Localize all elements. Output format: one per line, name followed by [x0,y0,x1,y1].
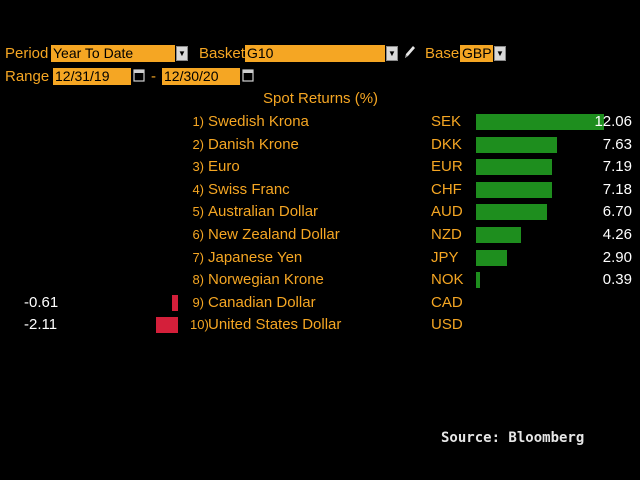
currency-code: NZD [431,226,462,243]
base-label: Base [425,45,460,62]
currency-code: USD [431,316,463,333]
return-value: 7.19 [602,158,632,175]
return-bar [476,204,547,220]
return-value: 0.39 [602,271,632,288]
row-rank: 2) [192,137,204,152]
row-rank: 9) [192,295,204,310]
return-value: 7.63 [602,136,632,153]
row-rank: 6) [192,227,204,242]
currency-name: Swedish Krona [208,113,309,130]
currency-name: Australian Dollar [208,203,319,220]
return-value: 12.06 [594,113,632,130]
range-end-calendar-icon[interactable] [242,68,254,84]
return-bar [476,182,552,198]
currency-name: Euro [208,158,240,175]
return-bar [476,137,557,153]
return-bar [172,295,178,311]
range-separator: - [151,68,156,85]
currency-code: SEK [431,113,462,130]
basket-select[interactable]: G10 [245,45,385,62]
currency-name: New Zealand Dollar [208,226,340,243]
range-label: Range [5,68,50,85]
currency-name: Norwegian Krone [208,271,324,288]
return-value: -2.11 [24,316,58,333]
row-rank: 8) [192,272,204,287]
return-value: 4.26 [602,226,632,243]
return-value: 7.18 [602,181,632,198]
return-bar [476,272,480,288]
base-currency-select[interactable]: GBP [460,45,493,62]
basket-dropdown-chevron-down-icon[interactable]: ▼ [386,46,398,61]
currency-code: AUD [431,203,463,220]
period-select[interactable]: Year To Date [51,45,175,62]
return-value: 2.90 [602,249,632,266]
row-rank: 5) [192,204,204,219]
source-label: Source: Bloomberg [441,430,585,446]
return-bar [476,250,507,266]
return-value: 6.70 [602,203,632,220]
currency-code: CHF [431,181,462,198]
row-rank: 4) [192,182,204,197]
currency-name: United States Dollar [208,316,342,333]
range-start-input[interactable]: 12/31/19 [53,68,131,85]
currency-code: CAD [431,294,463,311]
row-rank: 7) [192,250,204,265]
row-rank: 1) [192,114,204,129]
currency-code: JPY [431,249,459,266]
return-bar [156,317,178,333]
return-bar [476,227,521,243]
pencil-icon[interactable] [402,43,418,61]
currency-name: Canadian Dollar [208,294,316,311]
currency-code: NOK [431,271,464,288]
return-bar [476,114,604,130]
currency-code: EUR [431,158,463,175]
period-label: Period [5,45,49,62]
return-value: -0.61 [24,294,59,311]
table-title: Spot Returns (%) [263,90,379,107]
row-rank: 3) [192,159,204,174]
currency-name: Danish Krone [208,136,299,153]
currency-code: DKK [431,136,462,153]
return-bar [476,159,552,175]
base-dropdown-chevron-down-icon[interactable]: ▼ [494,46,506,61]
basket-label: Basket [199,45,245,62]
range-start-calendar-icon[interactable] [133,68,145,84]
row-rank: 10) [190,317,209,332]
currency-name: Japanese Yen [208,249,303,266]
period-dropdown-chevron-down-icon[interactable]: ▼ [176,46,188,61]
currency-name: Swiss Franc [208,181,290,198]
range-end-input[interactable]: 12/30/20 [162,68,240,85]
